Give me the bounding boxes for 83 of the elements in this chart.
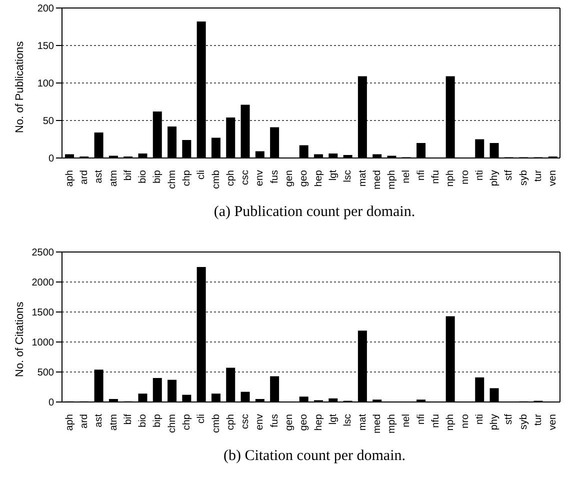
x-tick-label: med — [372, 414, 383, 434]
x-tick-label: env — [254, 414, 266, 430]
x-tick-label: tur — [533, 169, 544, 182]
y-tick-label: 200 — [37, 4, 54, 15]
x-tick-label: nro — [460, 414, 471, 428]
y-tick-label: 0 — [48, 398, 54, 409]
x-tick-label: bip — [152, 170, 164, 184]
x-tick-label: cli — [196, 414, 208, 424]
x-tick-label: cmb — [210, 414, 222, 433]
x-tick-label: nel — [401, 170, 412, 184]
x-tick-label: cph — [225, 414, 236, 430]
text: (a) Publication count per domain. — [212, 204, 416, 222]
x-tick-label: phy — [489, 170, 500, 186]
x-tick-label: nti — [474, 170, 486, 181]
y-tick-label: 2500 — [32, 248, 54, 259]
x-tick-label: syb — [518, 170, 530, 186]
x-tick-label: geo — [298, 170, 310, 187]
x-tick-label: nph — [445, 170, 456, 187]
x-tick-label: phy — [489, 414, 500, 430]
x-tick-label: stf — [504, 414, 515, 425]
x-tick-label: bif — [122, 170, 134, 181]
x-tick-label: nro — [460, 170, 471, 184]
y-axis-title: No. of Publications — [14, 40, 26, 133]
x-tick-label: mph — [386, 170, 398, 190]
x-tick-label: bif — [122, 414, 134, 425]
x-tick-label: fus — [269, 414, 280, 428]
x-tick-label: mph — [386, 414, 398, 434]
x-tick-label: chm — [166, 170, 178, 189]
x-tick-label: ard — [78, 170, 90, 184]
x-tick-label: nel — [401, 414, 412, 428]
x-tick-label: stf — [504, 170, 515, 181]
x-tick-label: ven — [548, 414, 559, 430]
x-tick-label: csc — [240, 414, 252, 429]
x-tick-label: nfi — [416, 170, 427, 181]
y-tick-label: 2000 — [32, 278, 54, 289]
x-tick-label: csc — [240, 170, 252, 185]
x-tick-label: tur — [533, 413, 544, 426]
x-tick-label: gen — [284, 414, 296, 431]
x-tick-label: ard — [78, 414, 90, 428]
x-tick-label: syb — [518, 414, 530, 430]
x-tick-label: lsc — [342, 414, 354, 426]
x-tick-label: nfi — [416, 414, 427, 425]
x-tick-label: med — [372, 170, 383, 190]
x-tick-label: bio — [138, 170, 149, 184]
y-tick-label: 1500 — [32, 308, 54, 319]
x-tick-label: nti — [474, 414, 486, 425]
x-tick-label: mat — [357, 170, 368, 187]
x-tick-label: atm — [108, 170, 120, 187]
x-tick-label: nfu — [430, 170, 442, 184]
x-tick-label: fus — [269, 170, 280, 184]
x-tick-label: hep — [313, 170, 324, 187]
y-axis-title: No. of Citations — [14, 301, 26, 377]
y-tick-label: 150 — [37, 41, 54, 52]
x-tick-label: ast — [94, 170, 105, 184]
x-tick-label: ven — [548, 170, 559, 186]
y-tick-label: 50 — [42, 116, 54, 128]
x-tick-label: lsc — [342, 170, 354, 182]
x-tick-label: lgt — [328, 414, 339, 425]
x-tick-label: lgt — [328, 170, 339, 181]
x-tick-label: geo — [298, 414, 310, 431]
x-tick-label: ast — [94, 414, 105, 428]
x-tick-label: bip — [152, 414, 164, 428]
y-tick-label: 0 — [48, 154, 54, 165]
x-tick-label: cli — [196, 170, 208, 180]
x-tick-label: atm — [108, 414, 120, 431]
x-tick-label: aph — [64, 414, 76, 431]
text: (b) Citation count per domain. — [222, 448, 407, 466]
x-tick-label: aph — [64, 170, 76, 187]
x-tick-label: chp — [182, 414, 192, 430]
x-tick-label: gen — [284, 170, 296, 187]
y-tick-label: 500 — [37, 368, 54, 379]
x-tick-label: hep — [313, 414, 324, 431]
x-tick-label: env — [254, 170, 266, 186]
x-tick-label: nfu — [430, 414, 442, 428]
x-tick-label: bio — [138, 414, 149, 428]
y-tick-label: 100 — [37, 78, 54, 90]
x-tick-label: cmb — [210, 170, 222, 189]
y-tick-label: 1000 — [32, 338, 54, 349]
x-tick-label: chm — [166, 414, 178, 433]
x-tick-label: cph — [225, 170, 236, 186]
x-tick-label: mat — [357, 414, 368, 431]
x-tick-label: nph — [445, 414, 456, 431]
x-tick-label: chp — [182, 170, 192, 186]
